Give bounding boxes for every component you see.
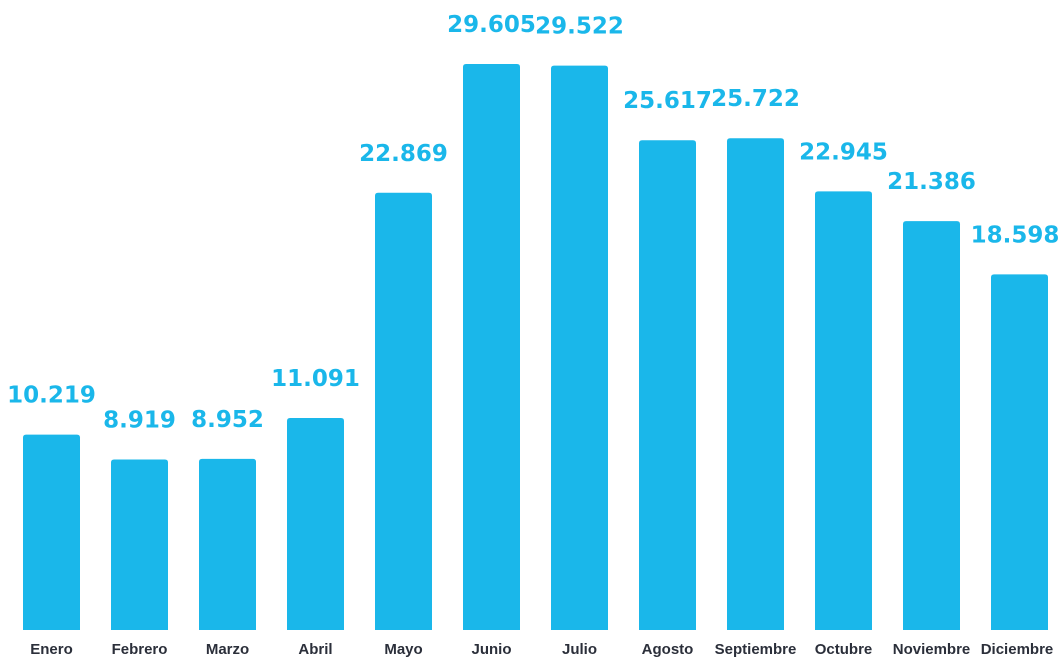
category-label-mayo: Mayo [384, 641, 422, 657]
bar-mayo [375, 192, 432, 630]
value-label-abril: 11.091 [271, 366, 360, 392]
bar-octubre [815, 191, 872, 630]
category-labels-group: Enero Febrero Marzo Abril Mayo Junio Julio Agos… [30, 641, 1053, 657]
value-label-mayo: 22.869 [359, 141, 448, 167]
value-label-septiembre: 25.722 [711, 86, 800, 112]
category-label-noviembre: Noviembre [893, 641, 971, 657]
category-label-abril: Abril [298, 641, 332, 657]
value-label-marzo: 8.952 [191, 407, 264, 433]
value-label-enero: 10.219 [7, 383, 96, 409]
bar-septiembre [727, 138, 784, 631]
value-label-febrero: 8.919 [103, 407, 176, 433]
category-label-diciembre: Diciembre [981, 641, 1054, 657]
bar-diciembre [991, 274, 1048, 630]
value-label-noviembre: 21.386 [887, 169, 976, 195]
category-label-septiembre: Septiembre [715, 641, 797, 657]
value-label-octubre: 22.945 [799, 139, 888, 165]
bar-julio [551, 65, 608, 630]
category-label-julio: Julio [562, 641, 597, 657]
bar-abril [287, 417, 344, 630]
bar-agosto [639, 140, 696, 630]
category-label-agosto: Agosto [642, 641, 694, 657]
bars-group [23, 64, 1048, 631]
bar-noviembre [903, 221, 960, 630]
value-labels-group: 10.219 8.919 8.952 11.091 22.869 29.605 29.522… [5, 10, 1059, 435]
value-label-julio: 29.522 [535, 14, 624, 40]
bar-febrero [111, 459, 168, 630]
bar-junio [463, 64, 520, 630]
value-label-agosto: 25.617 [623, 88, 712, 114]
value-label-diciembre: 18.598 [971, 222, 1059, 248]
category-label-febrero: Febrero [112, 641, 168, 657]
value-label-junio: 29.605 [447, 12, 536, 38]
bar-marzo [199, 458, 256, 630]
category-label-enero: Enero [30, 641, 73, 657]
category-label-junio: Junio [472, 641, 512, 657]
category-label-octubre: Octubre [815, 641, 873, 657]
category-label-marzo: Marzo [206, 641, 249, 657]
bar-enero [23, 434, 80, 630]
